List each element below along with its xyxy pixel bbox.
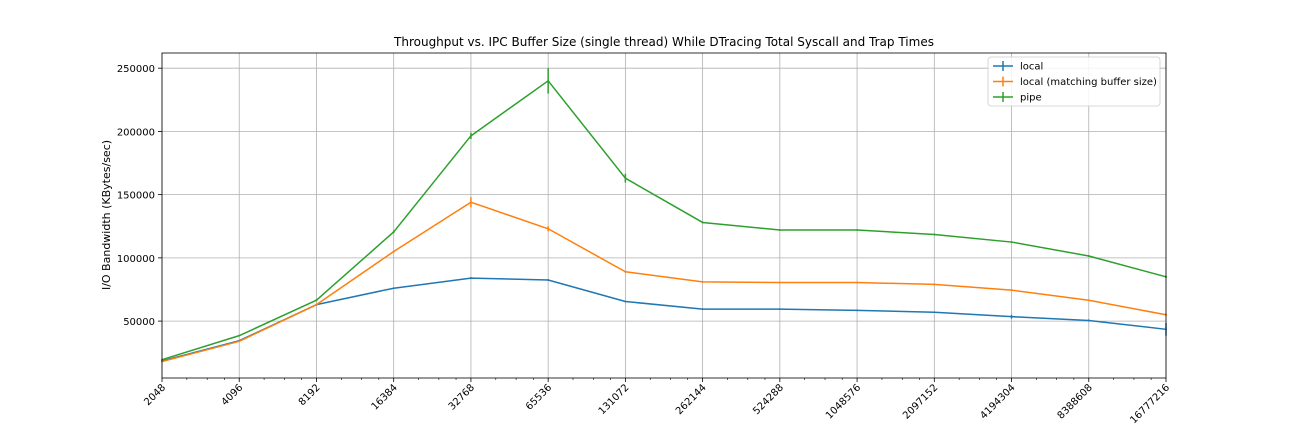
y-axis-label: I/O Bandwidth (KBytes/sec)	[100, 140, 113, 290]
series-line	[161, 80, 1167, 361]
data-point	[238, 334, 241, 337]
series-line	[161, 277, 1167, 362]
data-point	[547, 227, 549, 230]
data-point	[1010, 289, 1013, 291]
plot-frame	[161, 52, 1167, 379]
chart-title: Throughput vs. IPC Buffer Size (single t…	[393, 35, 934, 49]
series-line	[161, 201, 1167, 363]
data-point	[933, 283, 936, 286]
y-tick-label: 200000	[117, 127, 155, 138]
data-point	[392, 287, 395, 290]
data-point	[779, 229, 781, 231]
data-point	[624, 270, 627, 273]
series-layer	[161, 68, 1167, 363]
data-point	[779, 281, 781, 284]
data-point	[392, 250, 395, 253]
data-point	[547, 80, 549, 82]
legend-label: local	[1020, 62, 1043, 73]
data-point	[238, 340, 241, 343]
data-point	[1010, 241, 1013, 243]
data-point	[856, 229, 858, 231]
data-point	[856, 309, 858, 312]
legend-label: local (matching buffer size)	[1020, 77, 1157, 88]
data-point	[933, 311, 936, 314]
legend: local local (matching buffer size) pipe	[987, 56, 1161, 107]
data-point	[470, 277, 472, 279]
data-point	[624, 177, 627, 179]
legend-label: pipe	[1020, 93, 1042, 104]
data-point	[779, 308, 781, 310]
y-tick-label: 250000	[117, 64, 155, 75]
data-point	[1010, 315, 1013, 318]
data-point	[701, 221, 704, 224]
data-point	[315, 299, 318, 302]
y-tick-label: 50000	[123, 317, 155, 328]
y-tick-label: 150000	[117, 191, 155, 202]
y-axis: 50000 100000 150000 200000 250000	[117, 64, 162, 328]
data-point	[701, 281, 704, 283]
data-point	[1087, 299, 1090, 302]
data-point	[856, 281, 858, 284]
data-point	[470, 201, 472, 204]
y-tick-label: 100000	[117, 254, 155, 265]
legend-box	[987, 56, 1161, 107]
series-2	[161, 68, 1167, 361]
data-point	[315, 303, 318, 306]
data-point	[547, 279, 549, 281]
data-point	[1087, 255, 1090, 257]
data-point	[933, 233, 936, 236]
data-point	[392, 231, 395, 233]
data-point	[470, 135, 472, 137]
data-point	[624, 300, 627, 303]
data-point	[701, 308, 704, 310]
data-point	[1087, 319, 1090, 322]
series-1	[161, 197, 1167, 363]
